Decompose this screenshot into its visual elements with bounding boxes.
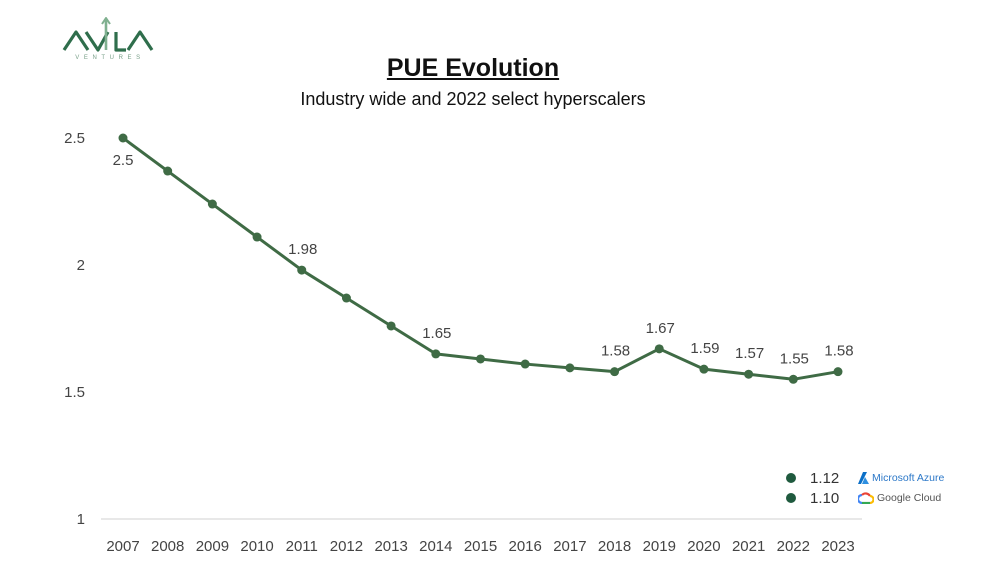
data-point xyxy=(565,363,575,373)
data-point xyxy=(431,349,441,359)
data-point xyxy=(341,293,351,303)
data-point xyxy=(118,133,128,143)
data-point xyxy=(297,265,307,275)
x-tick-label: 2020 xyxy=(687,538,720,555)
x-tick-label: 2007 xyxy=(106,538,139,555)
y-tick-label: 1 xyxy=(77,511,85,528)
data-label: 1.57 xyxy=(735,345,764,362)
data-label: 1.65 xyxy=(422,325,451,342)
data-label: 1.98 xyxy=(288,241,317,258)
data-label: 1.67 xyxy=(646,320,675,337)
data-label: 1.58 xyxy=(601,343,630,360)
data-point xyxy=(699,364,709,374)
x-tick-label: 2016 xyxy=(509,538,542,555)
legend-item-google-cloud: 1.10 Google Cloud xyxy=(786,488,966,508)
azure-icon xyxy=(858,472,869,484)
data-point xyxy=(744,369,754,379)
x-tick-label: 2008 xyxy=(151,538,184,555)
x-tick-label: 2014 xyxy=(419,538,452,555)
data-point xyxy=(163,166,173,176)
data-point xyxy=(476,354,485,364)
data-label: 2.5 xyxy=(113,152,134,169)
x-tick-label: 2018 xyxy=(598,538,631,555)
x-tick-label: 2021 xyxy=(732,538,765,555)
chart-subtitle: Industry wide and 2022 select hyperscale… xyxy=(300,89,646,109)
data-label: 1.58 xyxy=(824,343,853,360)
logo-subtext: VENTURES xyxy=(75,55,145,61)
x-tick-label: 2010 xyxy=(240,538,273,555)
data-point xyxy=(610,367,620,377)
x-tick-label: 2023 xyxy=(821,538,854,555)
data-point xyxy=(386,321,396,331)
data-point xyxy=(252,232,262,242)
data-point xyxy=(520,359,530,369)
legend-value: 1.10 xyxy=(810,489,840,507)
series-line xyxy=(122,136,839,381)
legend-brand-azure: Microsoft Azure xyxy=(858,472,944,484)
y-tick-label: 2 xyxy=(77,257,85,274)
chart-title: PUE Evolution xyxy=(386,54,560,82)
x-tick-label: 2009 xyxy=(196,538,229,555)
data-label: 1.59 xyxy=(690,340,719,357)
data-point xyxy=(833,367,843,377)
x-tick-label: 2012 xyxy=(330,538,363,555)
y-tick-label: 2.5 xyxy=(64,130,85,147)
legend-value: 1.12 xyxy=(810,469,840,487)
y-tick-label: 1.5 xyxy=(64,384,85,401)
legend-dot xyxy=(786,473,796,483)
legend-item-azure: 1.12 Microsoft Azure xyxy=(786,468,966,488)
avila-ventures-logo xyxy=(62,17,154,52)
data-point xyxy=(654,344,664,354)
x-tick-label: 2013 xyxy=(374,538,407,555)
x-tick-label: 2019 xyxy=(643,538,676,555)
legend-brand-google-cloud: Google Cloud xyxy=(858,492,941,504)
legend-dot xyxy=(786,493,796,503)
x-tick-label: 2017 xyxy=(553,538,586,555)
x-tick-label: 2015 xyxy=(464,538,497,555)
google-cloud-icon xyxy=(858,492,874,504)
x-tick-label: 2011 xyxy=(286,538,318,555)
x-tick-label: 2022 xyxy=(777,538,810,555)
data-point xyxy=(207,199,217,209)
data-label: 1.55 xyxy=(780,350,809,367)
data-point xyxy=(788,374,798,384)
